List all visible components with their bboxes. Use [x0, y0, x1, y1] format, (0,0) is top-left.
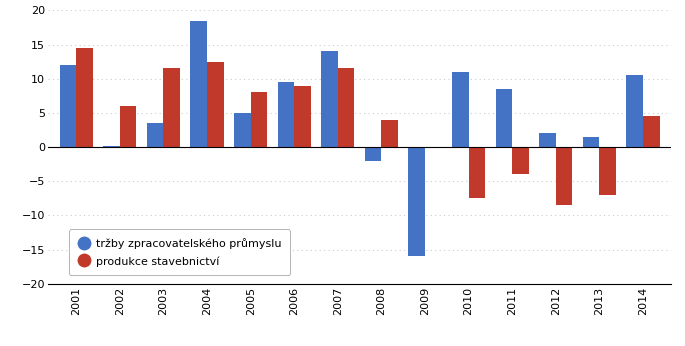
- Legend: tržby zpracovatelského průmyslu, produkce stavebnictví: tržby zpracovatelského průmyslu, produkc…: [69, 229, 290, 275]
- Bar: [408, 147, 425, 256]
- Bar: [512, 147, 529, 174]
- Bar: [60, 65, 76, 147]
- Bar: [147, 123, 164, 147]
- Bar: [207, 62, 223, 147]
- Bar: [190, 21, 207, 147]
- Bar: [338, 69, 354, 147]
- Bar: [626, 75, 643, 147]
- Bar: [120, 106, 136, 147]
- Bar: [321, 51, 338, 147]
- Bar: [164, 69, 180, 147]
- Bar: [643, 116, 660, 147]
- Bar: [452, 72, 469, 147]
- Bar: [599, 147, 616, 195]
- Bar: [103, 146, 120, 147]
- Bar: [496, 89, 512, 147]
- Bar: [76, 48, 93, 147]
- Bar: [251, 92, 267, 147]
- Bar: [382, 120, 398, 147]
- Bar: [295, 85, 311, 147]
- Bar: [365, 147, 382, 161]
- Bar: [539, 134, 556, 147]
- Bar: [277, 82, 295, 147]
- Bar: [469, 147, 485, 198]
- Bar: [234, 113, 251, 147]
- Bar: [556, 147, 573, 205]
- Bar: [583, 137, 599, 147]
